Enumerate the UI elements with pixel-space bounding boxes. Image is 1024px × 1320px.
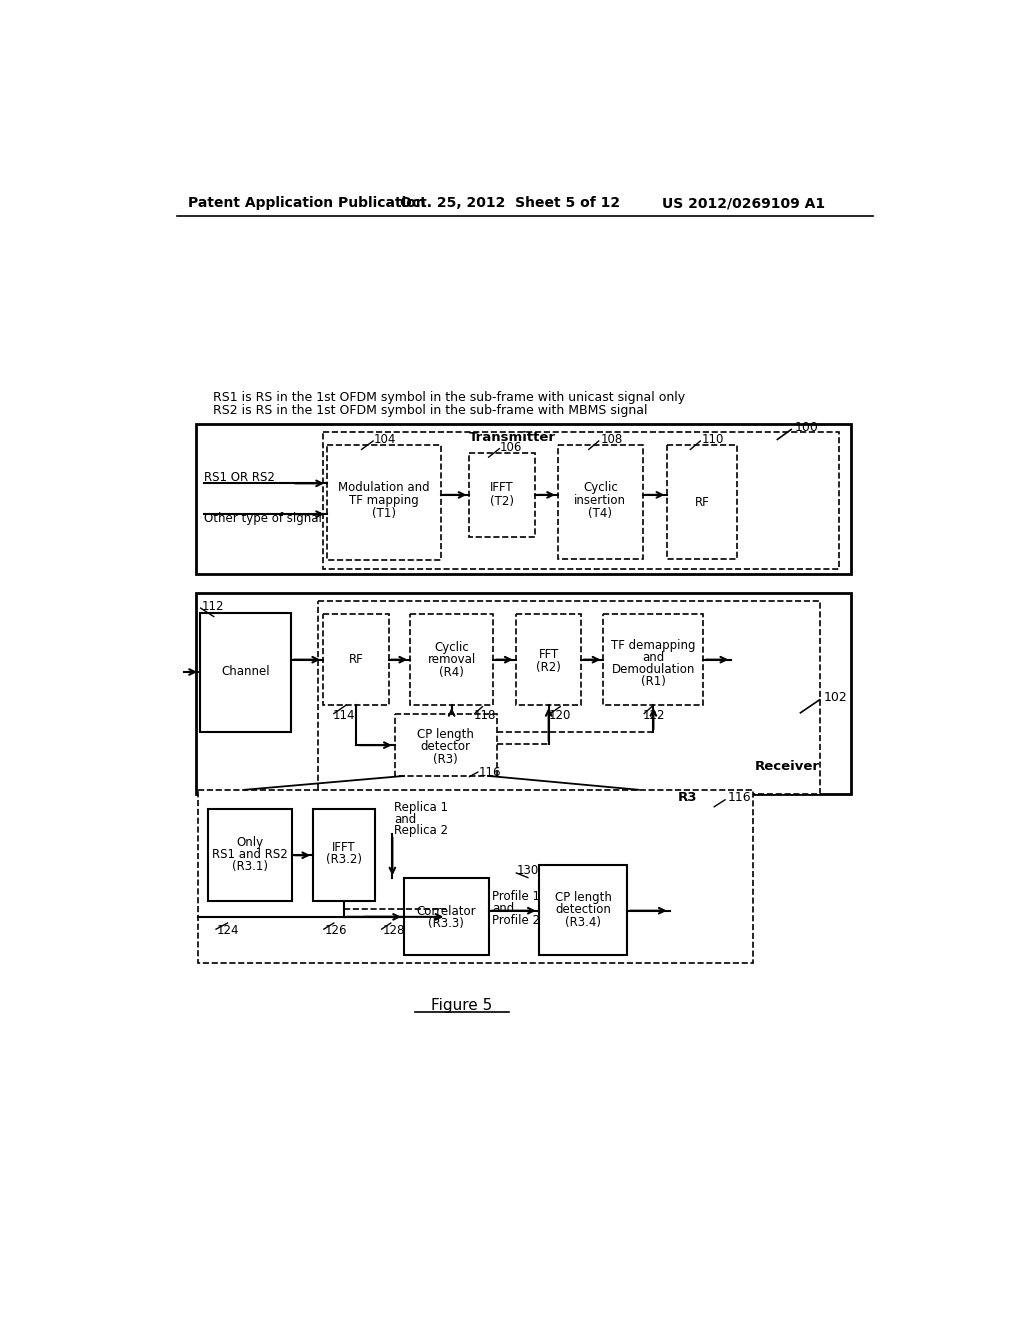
Text: 120: 120: [549, 709, 571, 722]
Text: IFFT: IFFT: [489, 482, 513, 495]
Text: RS1 and RS2: RS1 and RS2: [212, 847, 288, 861]
Text: RS2 is RS in the 1st OFDM symbol in the sub-frame with MBMS signal: RS2 is RS in the 1st OFDM symbol in the …: [213, 404, 647, 417]
Text: Figure 5: Figure 5: [431, 998, 493, 1012]
Text: detection: detection: [555, 903, 611, 916]
Bar: [410, 614, 494, 705]
Bar: [323, 614, 388, 705]
Text: 122: 122: [643, 709, 666, 722]
Text: Cyclic: Cyclic: [583, 480, 617, 494]
Text: (R2): (R2): [537, 661, 561, 675]
Bar: [394, 714, 497, 776]
Text: (R3.4): (R3.4): [565, 916, 601, 929]
Bar: [668, 445, 736, 558]
Text: (T1): (T1): [372, 507, 396, 520]
Bar: [469, 453, 535, 537]
Text: Other type of signal: Other type of signal: [205, 512, 323, 525]
Bar: [558, 445, 643, 558]
Text: 114: 114: [333, 709, 354, 722]
Bar: [403, 878, 488, 956]
Text: Patent Application Publication: Patent Application Publication: [188, 197, 426, 210]
Text: 116: 116: [727, 791, 751, 804]
Text: TF mapping: TF mapping: [349, 494, 419, 507]
Text: 112: 112: [202, 601, 224, 612]
Bar: [196, 594, 851, 793]
Text: insertion: insertion: [574, 494, 627, 507]
Bar: [317, 601, 819, 793]
Bar: [196, 424, 851, 574]
Text: Channel: Channel: [221, 665, 269, 678]
Text: (T4): (T4): [588, 507, 612, 520]
Text: Replica 1: Replica 1: [394, 801, 447, 814]
Text: 100: 100: [795, 421, 818, 434]
Text: 116: 116: [478, 767, 501, 779]
Text: removal: removal: [428, 653, 476, 667]
Bar: [323, 432, 839, 569]
Text: and: and: [642, 651, 665, 664]
Text: 102: 102: [823, 690, 847, 704]
Text: Transmitter: Transmitter: [469, 430, 556, 444]
Bar: [313, 809, 375, 902]
Text: (T2): (T2): [489, 495, 514, 508]
Text: Cyclic: Cyclic: [434, 640, 469, 653]
Text: RF: RF: [694, 496, 710, 510]
Text: RF: RF: [349, 653, 364, 667]
Bar: [515, 614, 581, 705]
Text: CP length: CP length: [555, 891, 611, 904]
Text: 128: 128: [382, 924, 404, 937]
Text: Only: Only: [237, 836, 263, 849]
Bar: [200, 612, 291, 733]
Text: FFT: FFT: [539, 648, 559, 661]
Text: Modulation and: Modulation and: [338, 480, 430, 494]
Bar: [539, 866, 628, 956]
Text: (R3.3): (R3.3): [428, 917, 464, 931]
Text: 106: 106: [500, 441, 522, 454]
Text: RS1 is RS in the 1st OFDM symbol in the sub-frame with unicast signal only: RS1 is RS in the 1st OFDM symbol in the …: [213, 391, 685, 404]
Text: detector: detector: [421, 741, 470, 754]
Text: 130: 130: [517, 865, 540, 878]
Text: 108: 108: [600, 433, 623, 446]
Text: Correlator: Correlator: [417, 906, 476, 917]
Text: 104: 104: [374, 433, 396, 446]
Text: US 2012/0269109 A1: US 2012/0269109 A1: [662, 197, 825, 210]
Bar: [199, 789, 753, 964]
Text: IFFT: IFFT: [332, 841, 355, 854]
Text: (R4): (R4): [439, 667, 464, 680]
Bar: [603, 614, 703, 705]
Text: Oct. 25, 2012  Sheet 5 of 12: Oct. 25, 2012 Sheet 5 of 12: [400, 197, 621, 210]
Text: Profile 2: Profile 2: [493, 915, 541, 927]
Text: and: and: [394, 813, 416, 825]
Bar: [208, 809, 292, 902]
Text: 124: 124: [217, 924, 240, 937]
Text: CP length: CP length: [417, 727, 474, 741]
Text: (R3): (R3): [433, 752, 458, 766]
Text: R3: R3: [677, 791, 696, 804]
Text: Replica 2: Replica 2: [394, 824, 447, 837]
Text: and: and: [493, 902, 515, 915]
Text: Profile 1: Profile 1: [493, 890, 541, 903]
Text: 110: 110: [701, 433, 724, 446]
Bar: [327, 445, 441, 560]
Text: Demodulation: Demodulation: [611, 663, 695, 676]
Text: Receiver: Receiver: [755, 760, 819, 774]
Text: (R1): (R1): [641, 676, 666, 689]
Text: RS1 OR RS2: RS1 OR RS2: [205, 471, 275, 484]
Text: TF demapping: TF demapping: [611, 639, 695, 652]
Text: 118: 118: [473, 709, 496, 722]
Text: (R3.1): (R3.1): [231, 861, 268, 874]
Text: 126: 126: [325, 924, 347, 937]
Text: (R3.2): (R3.2): [326, 853, 361, 866]
